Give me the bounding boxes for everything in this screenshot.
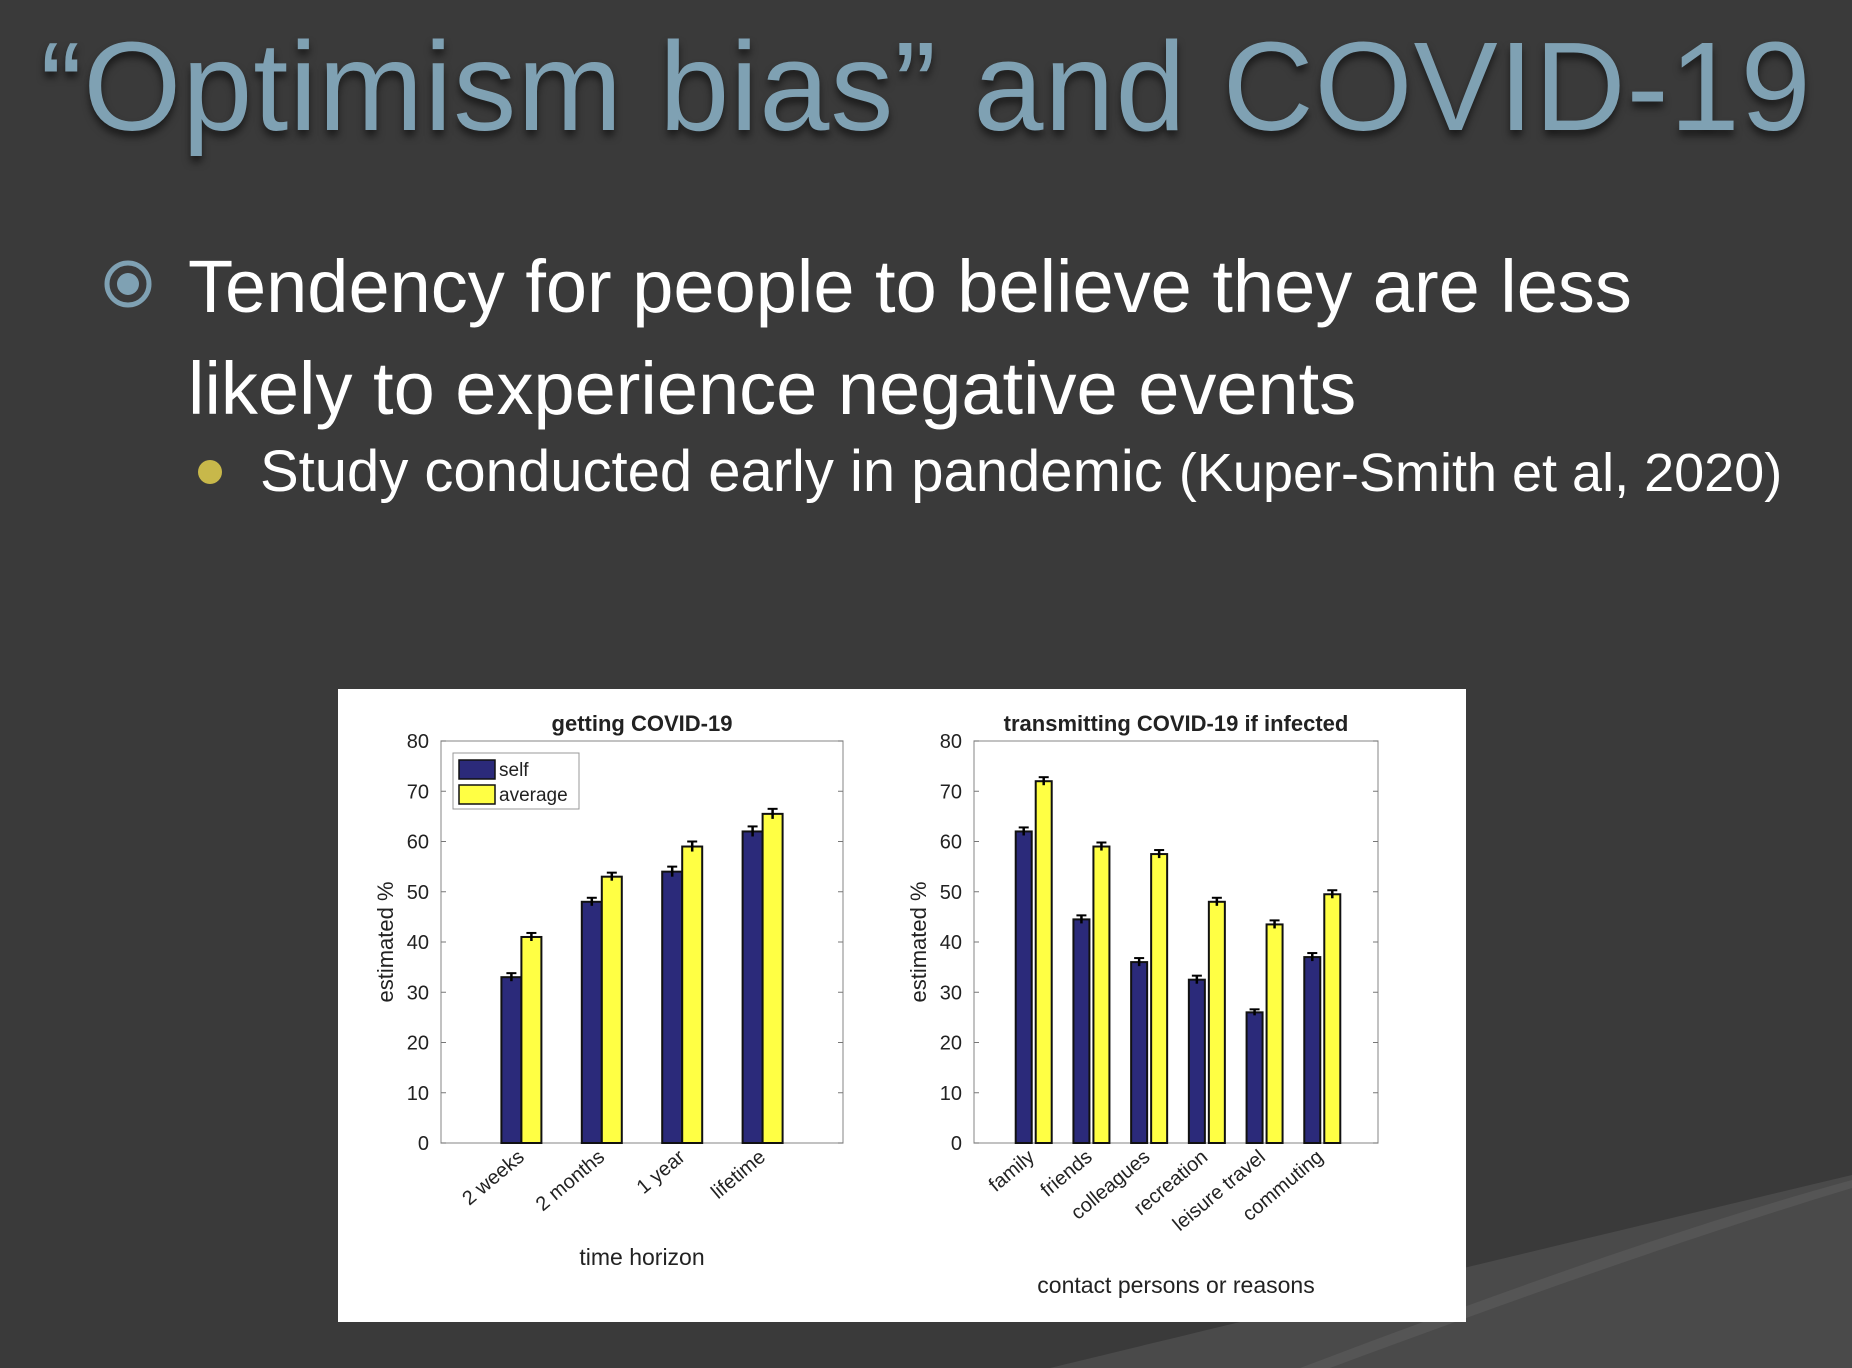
x-tick-label: lifetime bbox=[707, 1146, 770, 1204]
bar-average bbox=[1150, 853, 1169, 1144]
y-axis-label: estimated % bbox=[906, 881, 931, 1002]
legend-label-average: average bbox=[499, 785, 568, 806]
x-tick-label: family bbox=[985, 1146, 1039, 1196]
y-tick-label: 20 bbox=[407, 1033, 429, 1055]
bar-self bbox=[1303, 956, 1322, 1145]
legend-label-self: self bbox=[499, 760, 529, 781]
sub-bullet: Study conducted early in pandemic (Kuper… bbox=[260, 434, 1820, 511]
legend: self average bbox=[452, 752, 580, 810]
sub-bullet-dot-icon bbox=[198, 460, 222, 484]
bar-average bbox=[761, 812, 784, 1145]
y-tick-label: 30 bbox=[940, 982, 962, 1004]
chart-1: 0 10 20 30 40 50 60 70 80 getting COVID-19 estimat… bbox=[373, 711, 844, 1270]
bar-self bbox=[1130, 961, 1149, 1144]
y-tick-label: 80 bbox=[940, 731, 962, 753]
y-tick-label: 50 bbox=[407, 882, 429, 904]
y-tick-label: 50 bbox=[940, 882, 962, 904]
legend-swatch-self bbox=[458, 759, 496, 780]
x-tick-label: 1 year bbox=[633, 1146, 690, 1199]
bar-self bbox=[580, 900, 603, 1144]
charts-figure: 0 10 20 30 40 50 60 70 80 getting COVID-19 estimat… bbox=[373, 711, 1379, 1298]
x-tick-label: 2 months bbox=[532, 1146, 609, 1216]
bar-self bbox=[661, 870, 684, 1144]
y-tick-label: 40 bbox=[940, 932, 962, 954]
bar-self bbox=[500, 976, 523, 1144]
bar-self bbox=[741, 830, 764, 1144]
y-tick-label: 10 bbox=[407, 1083, 429, 1105]
x-axis-label: time horizon bbox=[579, 1244, 704, 1270]
bar-average bbox=[520, 935, 543, 1144]
bar-average bbox=[1323, 893, 1342, 1144]
y-tick-label: 10 bbox=[940, 1083, 962, 1105]
y-tick-label: 70 bbox=[940, 781, 962, 803]
y-tick-label: 60 bbox=[940, 832, 962, 854]
x-tick-label: 2 weeks bbox=[458, 1146, 528, 1210]
y-axis-label: estimated % bbox=[373, 881, 398, 1002]
y-tick-label: 40 bbox=[407, 932, 429, 954]
figure-panel: 0 10 20 30 40 50 60 70 80 getting COVID-19 estimat… bbox=[338, 689, 1466, 1322]
x-axis-label: contact persons or reasons bbox=[1037, 1272, 1314, 1298]
y-tick-label: 30 bbox=[407, 982, 429, 1004]
y-tick-label: 0 bbox=[418, 1133, 429, 1155]
chart-title: transmitting COVID-19 if infected bbox=[1004, 711, 1349, 736]
y-tick-label: 60 bbox=[407, 832, 429, 854]
bar-average bbox=[1092, 845, 1111, 1144]
y-tick-label: 0 bbox=[951, 1133, 962, 1155]
main-bullet-text: Tendency for people to believe they are … bbox=[188, 245, 1632, 430]
chart-2: 0 10 20 30 40 50 60 70 80 transmitting COVID-19 i… bbox=[906, 711, 1379, 1298]
bar-average bbox=[1207, 900, 1226, 1144]
bar-average bbox=[600, 875, 623, 1145]
target-circle-icon bbox=[104, 260, 152, 308]
bar-average bbox=[1034, 780, 1053, 1144]
sub-bullet-text: Study conducted early in pandemic bbox=[260, 439, 1163, 504]
bar-average bbox=[681, 845, 704, 1144]
y-tick-label: 80 bbox=[407, 731, 429, 753]
legend-swatch-average bbox=[458, 784, 496, 805]
bar-average bbox=[1265, 923, 1284, 1144]
bar-self bbox=[1072, 918, 1091, 1144]
citation-text: (Kuper-Smith et al, 2020) bbox=[1178, 443, 1783, 503]
slide-title: “Optimism bias” and COVID-19 bbox=[40, 16, 1812, 157]
y-tick-label: 20 bbox=[940, 1033, 962, 1055]
chart-title: getting COVID-19 bbox=[552, 711, 733, 736]
y-tick-label: 70 bbox=[407, 781, 429, 803]
bar-self bbox=[1014, 830, 1033, 1144]
bar-self bbox=[1245, 1011, 1264, 1144]
bar-self bbox=[1187, 978, 1206, 1144]
